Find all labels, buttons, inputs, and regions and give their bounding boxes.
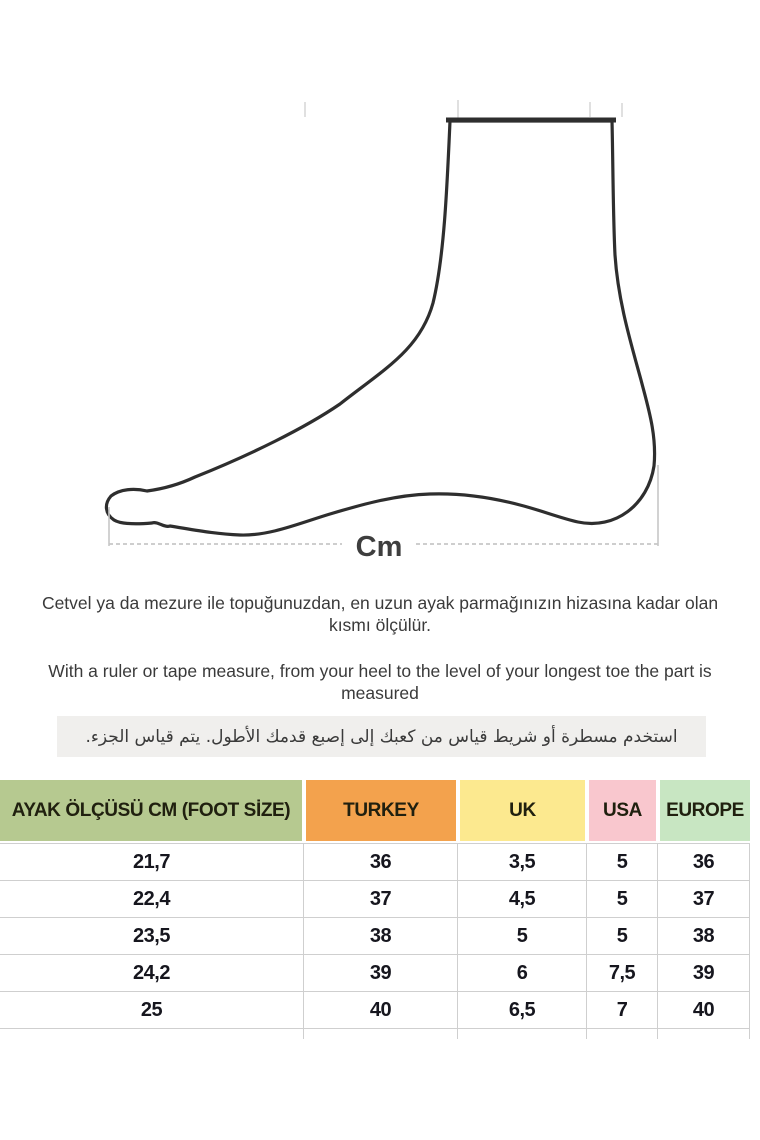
instruction-english: With a ruler or tape measure, from your … — [0, 660, 760, 704]
table-cell: 23,5 — [0, 918, 304, 954]
instruction-arabic: استخدم مسطرة أو شريط قياس من كعبك إلى إص… — [57, 716, 706, 757]
table-cell: 25 — [0, 992, 304, 1028]
table-row: 21,7 36 3,5 5 36 — [0, 844, 750, 881]
column-header-2: TURKEY — [306, 780, 456, 841]
table-cell-empty — [304, 1029, 458, 1039]
column-header-4: USA — [589, 780, 656, 841]
table-cell: 40 — [304, 992, 458, 1028]
table-cell: 5 — [587, 881, 658, 917]
table-cell-empty — [587, 1029, 658, 1039]
table-cell: 5 — [458, 918, 587, 954]
size-table-body: 21,7 36 3,5 5 36 22,4 37 4,5 5 37 23,5 38 5 5 38 24,2 39… — [0, 843, 750, 1029]
table-cell: 38 — [658, 918, 750, 954]
table-cell: 36 — [658, 844, 750, 880]
table-cell: 38 — [304, 918, 458, 954]
table-cell: 3,5 — [458, 844, 587, 880]
cm-unit-label: Cm — [356, 531, 403, 563]
foot-measurement-diagram: Cm — [104, 100, 659, 563]
instruction-turkish: Cetvel ya da mezure ile topuğunuzdan, en… — [0, 592, 760, 636]
table-cell: 40 — [658, 992, 750, 1028]
table-cell: 6,5 — [458, 992, 587, 1028]
table-cell: 39 — [658, 955, 750, 991]
ruler-tick-marks — [304, 100, 623, 119]
table-row: 23,5 38 5 5 38 — [0, 918, 750, 955]
table-cell: 5 — [587, 844, 658, 880]
table-cell: 24,2 — [0, 955, 304, 991]
table-cell: 5 — [587, 918, 658, 954]
table-cell-empty — [458, 1029, 587, 1039]
table-row: 22,4 37 4,5 5 37 — [0, 881, 750, 918]
column-header-3: UK — [460, 780, 585, 841]
foot-outline — [104, 119, 657, 537]
table-cell: 7,5 — [587, 955, 658, 991]
column-header-1: AYAK ÖLÇÜSÜ CM (FOOT SİZE) — [0, 780, 302, 841]
instruction-turkish-text: Cetvel ya da mezure ile topuğunuzdan, en… — [41, 593, 719, 635]
size-table-header-row: AYAK ÖLÇÜSÜ CM (FOOT SİZE) TURKEY UK USA EUR… — [0, 780, 750, 841]
table-cell: 39 — [304, 955, 458, 991]
table-cell-empty — [658, 1029, 750, 1039]
instruction-english-text: With a ruler or tape measure, from your … — [48, 661, 712, 703]
table-row: 24,2 39 6 7,5 39 — [0, 955, 750, 992]
table-cell: 7 — [587, 992, 658, 1028]
column-header-5: EUROPE — [660, 780, 750, 841]
table-row: 25 40 6,5 7 40 — [0, 992, 750, 1029]
measure-line — [108, 465, 659, 546]
table-cell-empty — [0, 1029, 304, 1039]
table-cell: 37 — [658, 881, 750, 917]
instruction-arabic-text: استخدم مسطرة أو شريط قياس من كعبك إلى إص… — [85, 726, 678, 747]
table-cell: 36 — [304, 844, 458, 880]
table-cell: 21,7 — [0, 844, 304, 880]
table-row-partial — [0, 1029, 750, 1039]
table-cell: 37 — [304, 881, 458, 917]
size-conversion-table: AYAK ÖLÇÜSÜ CM (FOOT SİZE) TURKEY UK USA EUR… — [0, 780, 750, 1039]
table-cell: 4,5 — [458, 881, 587, 917]
table-cell: 6 — [458, 955, 587, 991]
table-cell: 22,4 — [0, 881, 304, 917]
